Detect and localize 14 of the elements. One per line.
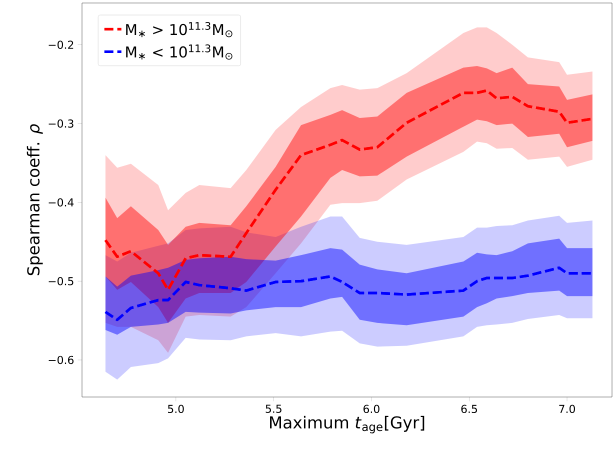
y-tick-label: −0.6 — [48, 356, 74, 364]
x-axis-title: Maximum t$_{age}$[Gyr] — [270, 416, 424, 434]
x-tick-label: 6.5 — [461, 404, 477, 414]
legend-label: M$_{∗}$ < 10$^{11.3}$M$_{⊙}$ — [126, 44, 232, 60]
y-tick-label: −0.2 — [48, 40, 74, 49]
y-axis-title: Spearman coeff. ρ — [26, 124, 43, 276]
x-tick-label: 7.0 — [559, 404, 575, 414]
y-tick-label: −0.4 — [48, 198, 74, 207]
x-tick-label: 5.0 — [168, 404, 184, 414]
x-tick-label: 6.0 — [364, 404, 380, 414]
legend-label: M$_{∗}$ > 10$^{11.3}$M$_{⊙}$ — [126, 22, 232, 38]
y-tick-label: −0.3 — [48, 119, 74, 128]
x-tick-label: 5.5 — [266, 404, 282, 413]
y-tick-label: −0.5 — [48, 277, 74, 286]
